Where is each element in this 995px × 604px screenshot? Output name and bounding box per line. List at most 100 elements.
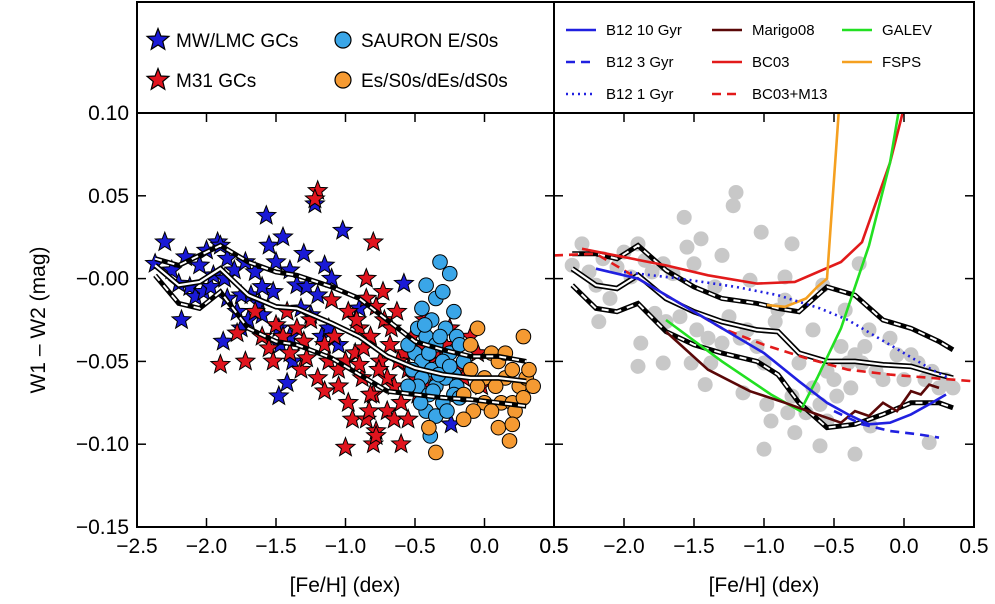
data-point-circle [428,444,444,461]
data-point-star [279,341,301,363]
legend-label: Marigo08 [752,22,815,39]
data-point-star [255,204,278,225]
data-point-star [365,424,387,446]
data-point-gray [728,184,744,200]
data-point-gray [826,372,842,388]
data-point-star [313,379,336,401]
data-point-star [393,272,415,293]
x-tick-label: 0.0 [470,535,499,558]
data-point-star [258,336,280,358]
model-line-marigo08 [665,330,940,425]
data-point-star [285,273,308,295]
data-point-gray [759,396,775,412]
data-point-star [390,391,412,413]
data-point-gray [700,330,716,346]
x-tick-label: 0.5 [539,535,568,558]
mean-line [571,267,954,380]
data-point-star [306,283,329,305]
data-point-gray [896,372,912,388]
data-point-circle [441,265,458,282]
legend-label: Es/S0s/dEs/dS0s [361,71,508,92]
data-point-gray [882,330,898,346]
data-point-circle [515,328,532,345]
data-point-circle [469,378,486,395]
data-point-star [304,187,326,209]
data-point-circle [525,378,541,395]
data-point-star [323,325,346,346]
data-point-star [372,280,394,302]
data-point-gray [697,377,713,393]
data-point-star [285,316,308,338]
y-tick-label: −0.00 [76,268,129,291]
y-tick-label: 0.05 [88,185,129,208]
data-point-circle [462,337,479,353]
data-point-gray [921,435,937,451]
data-point-star [267,384,290,406]
legend-label: FSPS [882,54,921,71]
model-line-galev [665,113,900,413]
data-point-gray [829,388,845,404]
model-line-bc03-m13 [554,252,974,383]
x-tick-label: 0.5 [959,535,988,558]
data-point-star [331,219,354,240]
error-band-line [571,284,954,429]
error-band-line [572,244,954,351]
data-point-star [272,225,294,247]
data-point-star [276,371,298,393]
data-point-star [345,308,368,330]
model-line-b12-1-gyr [623,270,950,380]
data-point-star [327,374,350,396]
data-point-gray [784,236,800,252]
data-point-gray [714,335,730,351]
right-panel-axes: −2.0 −1.5 −1.0 −0.5 0.0 0.5 0.5 [539,112,989,558]
error-band-line [154,244,527,363]
y-tick-label: −0.15 [76,516,129,539]
data-point-gray [805,322,821,338]
data-point-star [367,358,390,379]
data-point-star [376,399,399,421]
data-point-circle [501,433,518,449]
left-legend-box [136,1,555,114]
left-panel-axes: −2.5 −2.0 −1.5 −1.0 −0.5 0.0 0.5 0.10 0.05 −0.00 −… [76,102,569,558]
y-tick-label: −0.10 [76,433,129,456]
data-point-gray [861,322,877,338]
data-point-star [170,308,193,330]
data-point-star [292,242,315,264]
x-tick-label: 0.5 [539,535,568,558]
data-point-gray [787,425,803,441]
data-point-gray [689,322,705,338]
mean-line [154,264,527,383]
data-point-star [348,353,371,374]
data-point-gray [707,279,723,295]
data-point-star [355,267,378,288]
data-point-gray [686,256,702,272]
data-point-gray [847,446,863,462]
data-point-star [234,350,257,371]
data-point-circle [521,361,537,378]
data-point-gray [672,309,688,325]
data-point-star [258,234,280,255]
data-point-circle [490,419,507,436]
legend-label: SAURON E/S0s [361,31,498,52]
legend-marker-star [145,26,171,51]
legend-marker-star [145,66,171,91]
data-point-star [212,330,234,351]
data-point-gray [574,236,590,252]
x-tick-label: −1.5 [255,535,296,558]
data-point-gray [777,292,793,308]
data-point-gray [633,335,649,351]
data-point-circle [446,303,462,320]
data-point-circle [504,416,521,433]
data-point-star [362,230,385,252]
x-tick-label: 0.0 [889,535,918,558]
x-tick-label: −2.0 [603,535,644,558]
data-point-star [386,300,408,321]
data-point-gray [767,314,783,330]
legend-marker-circle [334,31,352,49]
data-point-star [290,358,312,379]
data-point-circle [435,284,451,300]
right-panel-frame [553,112,975,528]
data-point-circle [441,358,458,375]
data-point-gray [676,209,692,225]
